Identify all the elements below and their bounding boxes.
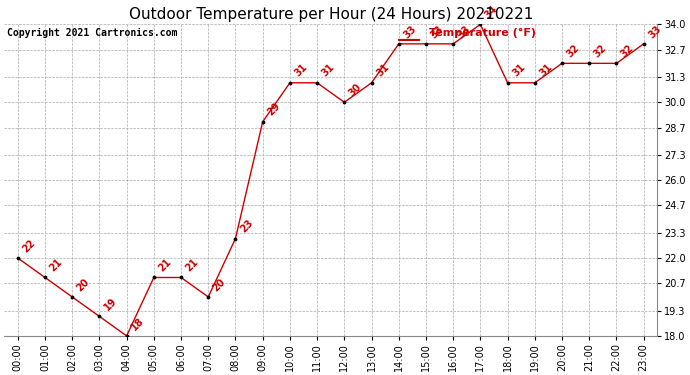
Text: 23: 23 bbox=[238, 218, 255, 235]
Text: 21: 21 bbox=[48, 257, 64, 274]
Text: 19: 19 bbox=[102, 296, 119, 312]
Text: 20: 20 bbox=[75, 276, 92, 293]
Text: 29: 29 bbox=[266, 101, 282, 118]
Text: 31: 31 bbox=[293, 62, 309, 79]
Text: Temperature (°F): Temperature (°F) bbox=[428, 27, 535, 38]
Text: 21: 21 bbox=[184, 257, 200, 274]
Text: 30: 30 bbox=[347, 82, 364, 98]
Text: 34: 34 bbox=[483, 4, 500, 21]
Text: 31: 31 bbox=[511, 62, 527, 79]
Text: 31: 31 bbox=[374, 62, 391, 79]
Text: 22: 22 bbox=[21, 237, 37, 254]
Text: 33: 33 bbox=[402, 23, 418, 40]
Text: 20: 20 bbox=[211, 276, 228, 293]
Text: 31: 31 bbox=[538, 62, 554, 79]
Text: 32: 32 bbox=[564, 43, 582, 59]
Text: 33: 33 bbox=[647, 23, 663, 40]
Text: 21: 21 bbox=[157, 257, 173, 274]
Text: 18: 18 bbox=[129, 315, 146, 332]
Text: 33: 33 bbox=[428, 23, 445, 40]
Title: Outdoor Temperature per Hour (24 Hours) 20210221: Outdoor Temperature per Hour (24 Hours) … bbox=[128, 7, 533, 22]
Text: 33: 33 bbox=[456, 23, 473, 40]
Text: 31: 31 bbox=[320, 62, 337, 79]
Text: 32: 32 bbox=[619, 43, 635, 59]
Text: 32: 32 bbox=[592, 43, 609, 59]
Text: Copyright 2021 Cartronics.com: Copyright 2021 Cartronics.com bbox=[8, 27, 178, 38]
